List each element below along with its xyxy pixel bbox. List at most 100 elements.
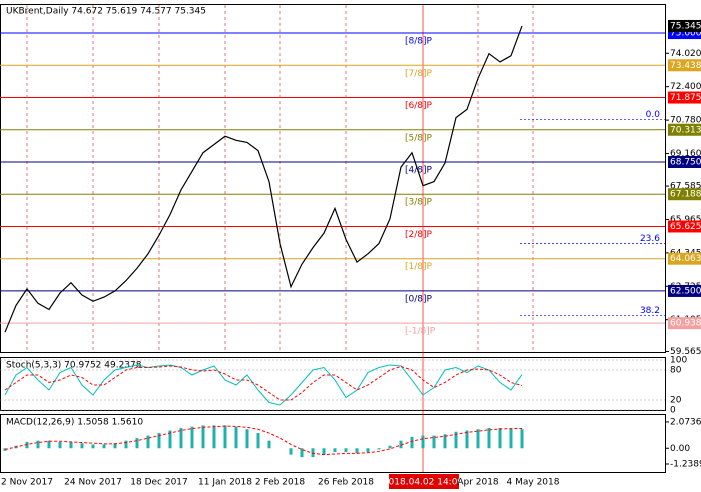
macd-bar <box>432 435 436 449</box>
macd-bar <box>399 440 403 449</box>
date-highlight <box>389 474 459 489</box>
macd-bar <box>476 429 480 449</box>
price-label: 68.750 <box>670 157 701 167</box>
macd-bar <box>3 448 7 451</box>
macd-bar <box>124 440 128 449</box>
macd-bar <box>520 429 524 449</box>
price-label-box <box>668 220 701 233</box>
x-tick-label: 18 Dec 2017 <box>130 478 188 488</box>
macd-bar <box>322 448 326 455</box>
macd-bar <box>58 441 62 449</box>
macd-bar <box>113 443 117 449</box>
macd-bar <box>234 426 238 449</box>
macd-bar <box>223 425 227 449</box>
price-label-box <box>668 284 701 297</box>
macd-bar <box>355 448 359 454</box>
price-label: 62.500 <box>670 286 701 296</box>
macd-bar <box>487 427 491 449</box>
macd-bar <box>454 431 458 449</box>
macd-bar <box>344 448 348 453</box>
level-label: [4/8]P <box>405 165 433 175</box>
macd-bar <box>443 434 447 449</box>
level-label: [-1/8]P <box>405 327 436 337</box>
price-label: 67.188 <box>670 190 701 200</box>
fib-label: 23.6 <box>640 234 660 244</box>
macd-bar <box>256 433 260 449</box>
y-tick-label: 80 <box>670 366 682 376</box>
x-tick-label: 2018.04.02 14:00 <box>383 478 464 488</box>
macd-bar <box>333 448 337 453</box>
macd-bar <box>102 444 106 449</box>
x-tick-label: 4 May 2018 <box>507 478 560 488</box>
price-label: 75.000 <box>670 29 701 39</box>
level-label: [5/8]P <box>405 133 433 143</box>
price-label-box <box>668 155 701 168</box>
y-tick-label: 0 <box>670 406 676 416</box>
fib-label: 0.0 <box>646 110 661 120</box>
level-label: [0/8]P <box>405 294 433 304</box>
price-label-box <box>668 188 701 201</box>
macd-bar <box>179 427 183 449</box>
macd-bar <box>47 440 51 449</box>
level-label: [1/8]P <box>405 262 433 272</box>
y-tick-label: -1.2389 <box>670 459 701 469</box>
macd-bar <box>190 426 194 449</box>
y-tick-label: 70.780 <box>670 116 701 126</box>
macd-panel <box>0 414 666 473</box>
macd-bar <box>168 430 172 449</box>
price-label: 73.438 <box>670 61 701 71</box>
macd-bar <box>201 425 205 449</box>
macd-bar <box>135 438 139 449</box>
x-tick-label: 26 Feb 2018 <box>318 478 374 488</box>
macd-bar <box>465 430 469 449</box>
y-tick-label: 20 <box>670 396 682 406</box>
chart-title: UKBrent,Daily 74.672 75.619 74.577 75.34… <box>6 7 206 17</box>
macd-bar <box>146 435 150 449</box>
macd-bar <box>388 445 392 449</box>
macd-bar <box>300 448 304 458</box>
macd-bar <box>509 428 513 449</box>
macd-bar <box>36 440 40 449</box>
last-price-label: 75.345 <box>670 21 701 31</box>
macd-signal <box>4 425 523 456</box>
x-tick-label: 2 Feb 2018 <box>255 478 306 488</box>
macd-bar <box>498 427 502 449</box>
macd-bar <box>80 443 84 449</box>
stoch-line <box>4 364 523 406</box>
y-tick-label: 74.020 <box>670 49 701 59</box>
stoch-title: Stoch(5,3,3) 70.9752 49.2378 <box>6 361 142 371</box>
macd-bar <box>377 448 381 450</box>
price-label: 65.625 <box>670 222 701 232</box>
x-tick-label: 2 Nov 2017 <box>1 478 53 488</box>
x-tick-label: 11 Jan 2018 <box>198 478 252 488</box>
price-label-box <box>668 317 701 330</box>
y-tick-label: 67.585 <box>670 182 701 192</box>
macd-bar <box>289 448 293 455</box>
y-tick-label: 0.00 <box>670 444 690 454</box>
price-line <box>4 25 523 333</box>
macd-bar <box>212 425 216 449</box>
y-tick-label: 59.565 <box>670 347 701 357</box>
macd-bar <box>410 436 414 449</box>
macd-bar <box>157 433 161 449</box>
price-label: 64.063 <box>670 254 701 264</box>
macd-bar <box>91 444 95 449</box>
y-tick-label: 65.965 <box>670 215 701 225</box>
stoch-panel <box>0 357 666 411</box>
x-tick-label: 24 Nov 2017 <box>64 478 122 488</box>
macd-bar <box>267 440 271 449</box>
level-label: [8/8]P <box>405 37 433 47</box>
price-label: 60.938 <box>670 319 701 329</box>
price-label-box <box>668 252 701 265</box>
macd-bar <box>69 441 73 449</box>
price-label-box <box>668 123 701 136</box>
macd-bar <box>311 448 315 458</box>
macd-title: MACD(12,26,9) 1.5058 1.5610 <box>6 418 143 428</box>
price-label-box <box>668 91 701 104</box>
level-label: [7/8]P <box>405 69 433 79</box>
macd-bar <box>421 435 425 449</box>
fib-label: 38.2 <box>640 306 660 316</box>
price-label: 71.875 <box>670 93 701 103</box>
level-label: [6/8]P <box>405 101 433 111</box>
